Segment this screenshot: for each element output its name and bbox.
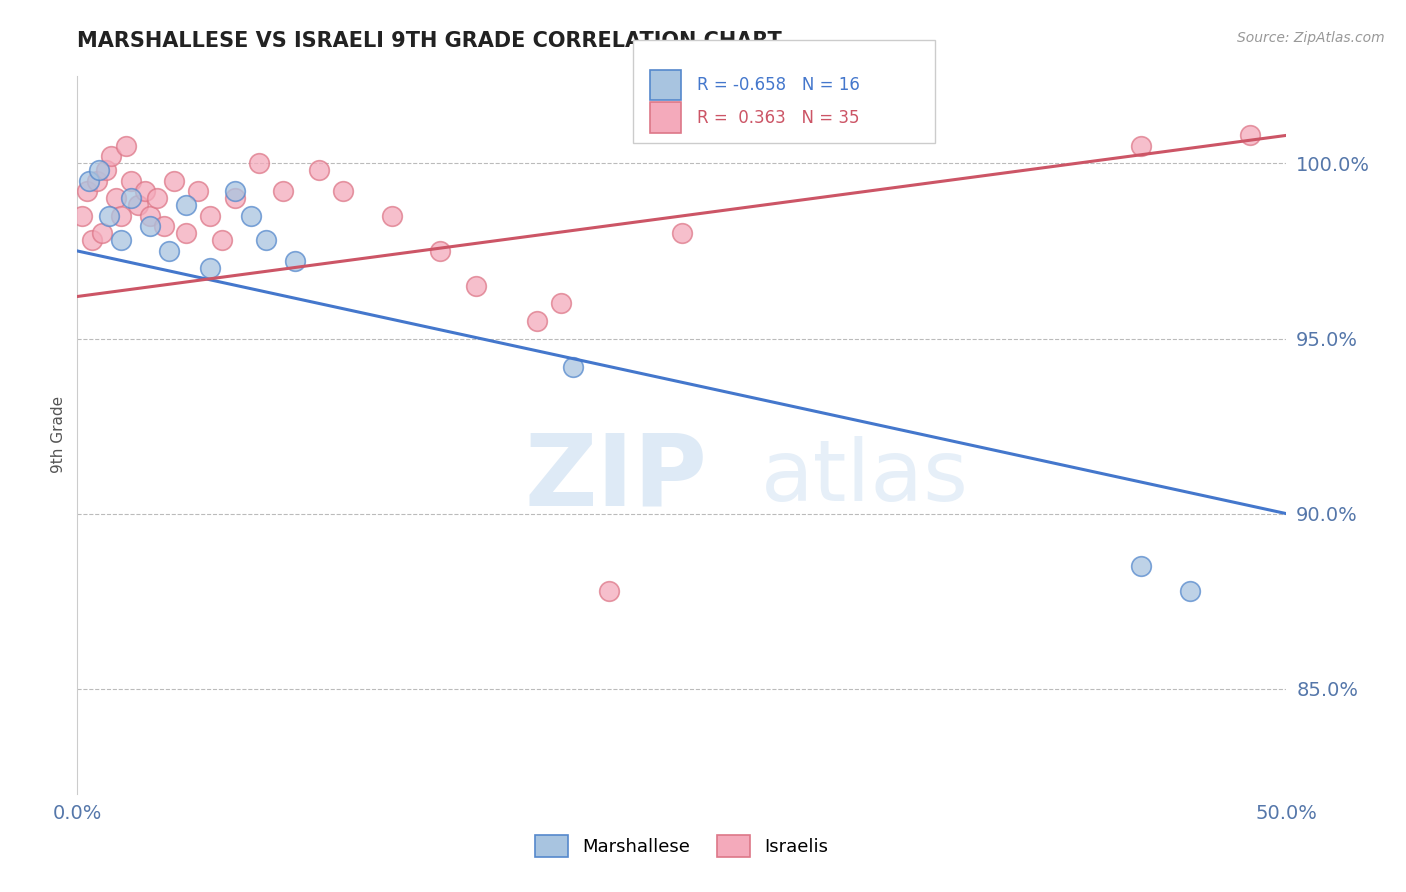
Point: [157, 244, 180, 258]
Point: [163, 174, 186, 188]
Point: [465, 279, 488, 293]
Point: [87, 163, 110, 178]
Point: [153, 219, 176, 234]
Point: [114, 139, 136, 153]
Point: [224, 185, 246, 199]
Text: R = -0.658   N = 16: R = -0.658 N = 16: [697, 76, 860, 94]
Point: [146, 191, 169, 205]
Point: [97, 209, 120, 223]
Point: [100, 149, 122, 163]
Point: [550, 296, 572, 310]
Point: [284, 254, 307, 268]
Point: [79, 174, 101, 188]
Point: [187, 185, 209, 199]
Point: [134, 185, 156, 199]
Text: ZIP: ZIP: [524, 429, 707, 526]
Point: [271, 185, 294, 199]
Point: [76, 185, 98, 199]
Point: [120, 174, 142, 188]
Text: Source: ZipAtlas.com: Source: ZipAtlas.com: [1237, 31, 1385, 45]
Point: [526, 314, 548, 328]
Point: [120, 191, 142, 205]
Point: [139, 209, 162, 223]
Point: [224, 191, 246, 205]
Point: [1178, 583, 1201, 598]
Point: [247, 156, 270, 170]
Point: [381, 209, 404, 223]
Text: R =  0.363   N = 35: R = 0.363 N = 35: [697, 109, 860, 127]
Point: [174, 227, 197, 241]
Point: [110, 234, 132, 248]
Text: atlas: atlas: [761, 436, 969, 519]
Point: [308, 163, 330, 178]
Text: MARSHALLESE VS ISRAELI 9TH GRADE CORRELATION CHART: MARSHALLESE VS ISRAELI 9TH GRADE CORRELA…: [77, 31, 782, 51]
Point: [105, 191, 128, 205]
Point: [1130, 559, 1153, 574]
Point: [598, 583, 620, 598]
Legend: Marshallese, Israelis: Marshallese, Israelis: [529, 828, 835, 863]
Y-axis label: 9th Grade: 9th Grade: [51, 396, 66, 474]
Point: [1239, 128, 1261, 143]
Point: [332, 185, 354, 199]
Point: [429, 244, 451, 258]
Point: [200, 261, 222, 276]
Point: [139, 219, 162, 234]
Point: [1130, 139, 1153, 153]
Point: [127, 198, 149, 212]
Point: [562, 359, 585, 374]
Point: [200, 209, 222, 223]
Point: [240, 209, 263, 223]
Point: [80, 234, 103, 248]
Point: [671, 227, 693, 241]
Point: [96, 163, 118, 178]
Point: [254, 234, 277, 248]
Point: [174, 198, 197, 212]
Point: [110, 209, 132, 223]
Point: [90, 227, 112, 241]
Point: [70, 209, 93, 223]
Point: [211, 234, 233, 248]
Point: [86, 174, 108, 188]
